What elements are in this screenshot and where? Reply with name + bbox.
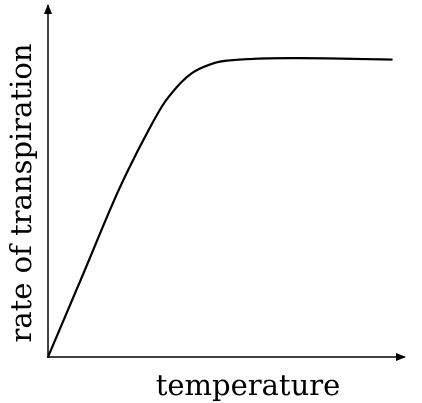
y-axis-label: rate of transpiration xyxy=(4,43,38,342)
x-axis-label: temperature xyxy=(156,368,341,402)
transpiration-curve xyxy=(46,57,393,359)
